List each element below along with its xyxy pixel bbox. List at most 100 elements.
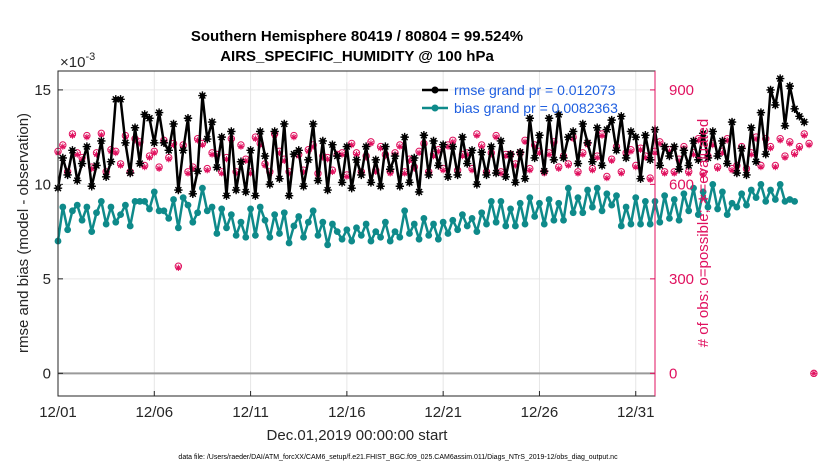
rmse-point-star — [68, 146, 77, 155]
rmse-point-star — [140, 110, 149, 119]
bias-point — [160, 207, 168, 215]
rmse-point-star — [800, 117, 809, 127]
bias-point — [757, 180, 765, 188]
obs-evaluated-point — [141, 163, 148, 171]
obs-evaluated-point — [247, 170, 254, 177]
bias-point — [579, 209, 587, 217]
bias-point — [685, 207, 693, 215]
rmse-point-star — [593, 123, 602, 132]
y-tick-label-1: 5 — [43, 271, 51, 288]
rmse-point-star — [97, 136, 106, 146]
bias-point — [78, 216, 86, 224]
rmse-point-star — [217, 132, 226, 142]
y2-tick-label-0: 0 — [669, 365, 677, 382]
obs-evaluated-point — [362, 154, 370, 161]
y2-tick-label-1: 300 — [669, 271, 694, 288]
bias-point — [709, 180, 717, 188]
rmse-point-star — [785, 81, 795, 91]
rmse-point-star — [472, 180, 482, 189]
obs-evaluated-point — [223, 155, 230, 163]
obs-evaluated-point — [627, 148, 635, 155]
rmse-point-star — [617, 112, 626, 121]
bias-point — [122, 201, 129, 209]
obs-evaluated-point — [772, 163, 779, 171]
rmse-point-star — [121, 138, 130, 148]
rmse-point-star — [241, 187, 250, 197]
bias-point — [126, 222, 134, 230]
rmse-point-star — [501, 172, 510, 182]
rmse-point-star — [342, 142, 352, 151]
rmse-point-star — [289, 149, 299, 159]
rmse-point-star — [87, 182, 96, 191]
rmse-point-star — [670, 142, 679, 151]
obs-evaluated-point — [204, 167, 211, 174]
obs-evaluated-point — [526, 167, 534, 174]
bias-point — [338, 235, 346, 243]
chart-title: Southern Hemisphere 80419 / 80804 = 99.5… — [191, 28, 523, 45]
bias-point — [73, 201, 81, 209]
rmse-point-star — [400, 132, 409, 142]
bias-point — [295, 213, 303, 220]
obs-evaluated-point — [175, 264, 182, 272]
bias-point — [165, 214, 173, 222]
rmse-point-star — [448, 142, 457, 151]
bias-point — [410, 220, 418, 228]
bias-point — [314, 231, 322, 239]
rmse-point-star — [698, 129, 708, 138]
obs-evaluated-point — [189, 165, 197, 172]
bias-point — [391, 228, 399, 236]
y2-tick-label-2: 600 — [669, 176, 694, 193]
rmse-point-star — [756, 108, 766, 117]
x-tick-label-3: 12/16 — [328, 404, 366, 421]
rmse-point-star — [679, 146, 689, 155]
bias-point — [276, 230, 283, 237]
obs-evaluated-point — [752, 135, 760, 142]
rmse-point-star — [703, 153, 713, 163]
bias-point — [189, 218, 197, 226]
obs-evaluated-point — [69, 132, 76, 139]
rmse-series — [53, 74, 809, 200]
bias-point — [661, 192, 669, 200]
bias-point — [569, 209, 577, 217]
rmse-point-star — [665, 151, 674, 161]
bias-point — [227, 211, 235, 219]
bias-point — [627, 220, 635, 228]
rmse-point-star — [780, 121, 790, 130]
rmse-point-star — [275, 174, 284, 183]
rmse-point-star — [612, 146, 621, 155]
obs-evaluated-point — [666, 148, 673, 155]
bias-point — [502, 222, 510, 230]
rmse-point-star — [371, 155, 380, 165]
rmse-point-star — [694, 155, 703, 165]
bias-point — [420, 214, 428, 222]
rmse-point-star — [203, 134, 212, 144]
bias-point — [69, 207, 76, 215]
obs-evaluated-point — [319, 154, 326, 161]
obs-evaluated-point — [208, 151, 216, 158]
rmse-point-star — [337, 178, 347, 187]
bias-point — [64, 226, 72, 234]
bias-point — [59, 203, 67, 211]
rmse-point-star — [573, 159, 583, 168]
bias-point — [613, 192, 620, 200]
bias-point — [88, 228, 96, 236]
rmse-point-star — [747, 123, 756, 132]
obs-evaluated-point — [348, 141, 355, 149]
bias-point — [608, 201, 616, 209]
bias-point — [237, 218, 245, 226]
obs-evaluated-point — [642, 154, 649, 161]
bias-point — [497, 197, 505, 205]
rmse-point-star — [92, 161, 101, 170]
obs-evaluated-point — [98, 131, 105, 139]
obs-evaluated-point — [464, 151, 471, 158]
rmse-point-star — [308, 119, 318, 129]
bias-point — [353, 224, 360, 232]
bias-point — [362, 220, 370, 228]
obs-evaluated-point — [473, 132, 481, 139]
bias-point — [459, 211, 466, 219]
rmse-point-star — [607, 115, 616, 125]
bias-point — [300, 233, 307, 241]
bias-point — [714, 205, 721, 213]
rmse-point-star — [106, 157, 116, 166]
bias-point — [468, 214, 476, 222]
